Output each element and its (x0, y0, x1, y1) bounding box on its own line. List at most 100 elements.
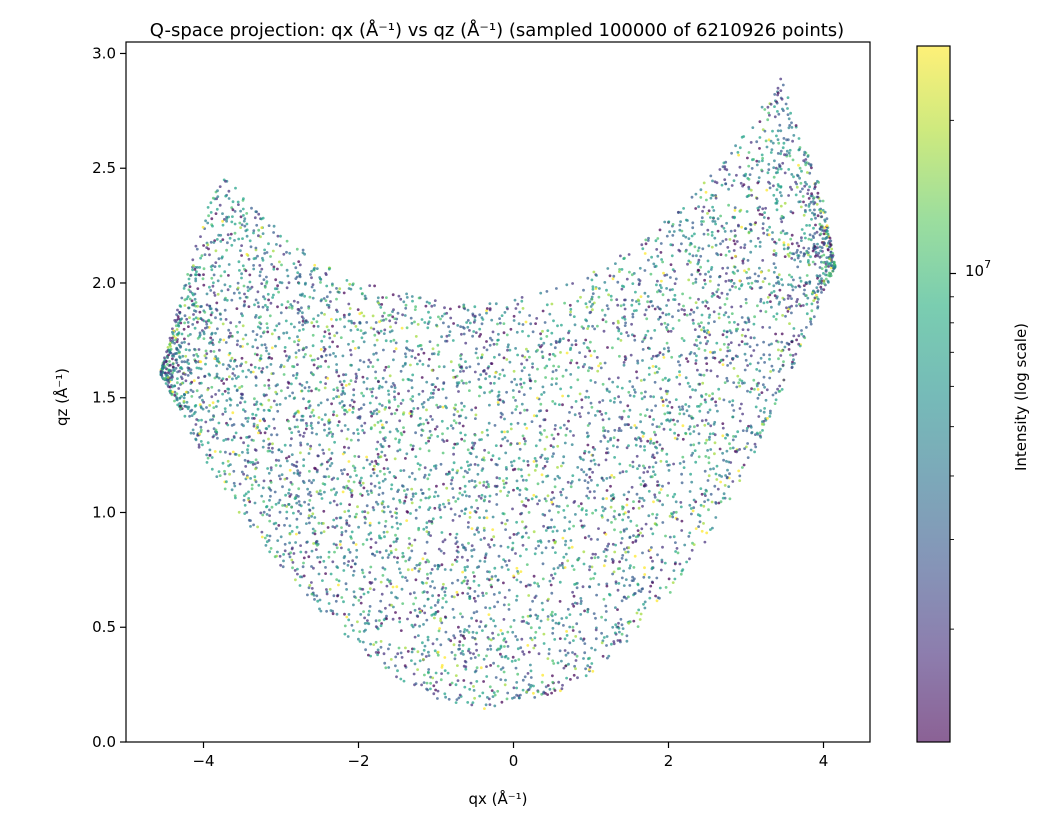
scatter-point (756, 388, 760, 391)
scatter-point (643, 445, 646, 448)
scatter-point (566, 607, 570, 611)
scatter-point (214, 428, 218, 432)
scatter-point (362, 610, 365, 613)
scatter-point (529, 676, 533, 679)
scatter-point (520, 296, 524, 299)
scatter-point (713, 484, 717, 488)
scatter-point (539, 409, 543, 412)
scatter-point (622, 361, 626, 364)
scatter-point (592, 612, 596, 615)
scatter-point (704, 272, 707, 276)
scatter-point (664, 586, 668, 589)
scatter-point (199, 425, 203, 429)
scatter-point (479, 373, 483, 377)
scatter-point (747, 282, 750, 285)
scatter-point (225, 399, 229, 402)
scatter-point (319, 609, 323, 613)
scatter-point (802, 254, 806, 258)
scatter-point (562, 455, 566, 459)
scatter-point (617, 395, 620, 399)
scatter-point (219, 233, 223, 237)
scatter-point (436, 353, 440, 356)
scatter-point (700, 321, 703, 324)
scatter-point (568, 625, 572, 629)
scatter-point (298, 471, 302, 475)
scatter-point (540, 601, 544, 605)
scatter-point (552, 496, 556, 500)
scatter-point (470, 505, 473, 509)
scatter-point (391, 382, 395, 385)
scatter-point (575, 586, 579, 590)
scatter-point (635, 309, 638, 312)
scatter-point (628, 270, 631, 274)
scatter-point (680, 229, 684, 233)
scatter-point (353, 454, 357, 458)
scatter-point (724, 182, 728, 186)
scatter-point (679, 505, 683, 509)
scatter-point (425, 581, 428, 585)
scatter-point (761, 207, 765, 211)
scatter-point (714, 400, 717, 404)
scatter-point (456, 679, 460, 682)
scatter-point (309, 415, 312, 418)
scatter-point (638, 618, 642, 621)
scatter-point (234, 325, 238, 328)
scatter-point (707, 316, 711, 319)
scatter-point (468, 451, 472, 455)
scatter-point (209, 313, 213, 317)
scatter-point (429, 681, 432, 685)
scatter-point (305, 346, 308, 349)
scatter-point (285, 510, 289, 514)
scatter-point (338, 380, 342, 384)
scatter-point (518, 442, 521, 445)
scatter-point (334, 355, 337, 358)
scatter-point (808, 280, 812, 284)
scatter-point (397, 646, 401, 650)
scatter-point (501, 479, 505, 483)
scatter-point (519, 646, 523, 650)
scatter-point (681, 568, 685, 571)
scatter-point (736, 430, 740, 434)
scatter-point (538, 626, 541, 630)
scatter-point (387, 393, 391, 396)
scatter-point (189, 388, 193, 392)
scatter-point (759, 409, 762, 413)
scatter-point (803, 209, 807, 212)
scatter-point (565, 496, 568, 500)
scatter-point (795, 251, 798, 254)
scatter-point (622, 257, 626, 260)
scatter-point (312, 566, 315, 570)
scatter-point (652, 500, 655, 504)
scatter-point (559, 426, 562, 430)
scatter-point (642, 484, 646, 488)
scatter-point (258, 264, 262, 267)
scatter-point (653, 380, 657, 384)
scatter-point (632, 500, 635, 503)
scatter-point (574, 659, 578, 662)
scatter-point (512, 686, 516, 690)
scatter-point (715, 464, 719, 468)
scatter-point (377, 481, 381, 485)
scatter-point (429, 606, 433, 609)
scatter-point (701, 381, 705, 385)
scatter-point (792, 278, 795, 282)
scatter-point (317, 492, 321, 496)
scatter-point (748, 362, 752, 366)
scatter-point (655, 248, 659, 251)
scatter-point (378, 430, 382, 434)
scatter-point (584, 395, 588, 399)
scatter-point (393, 457, 397, 461)
scatter-point (462, 653, 465, 656)
scatter-point (483, 556, 487, 560)
scatter-point (392, 540, 396, 544)
scatter-point (383, 661, 387, 665)
scatter-point (263, 248, 266, 252)
scatter-point (616, 385, 619, 389)
scatter-point (816, 191, 820, 195)
scatter-point (295, 525, 299, 529)
scatter-point (565, 634, 569, 637)
scatter-point (220, 289, 224, 293)
scatter-point (542, 341, 546, 345)
scatter-point (211, 338, 215, 342)
scatter-point (758, 212, 762, 216)
